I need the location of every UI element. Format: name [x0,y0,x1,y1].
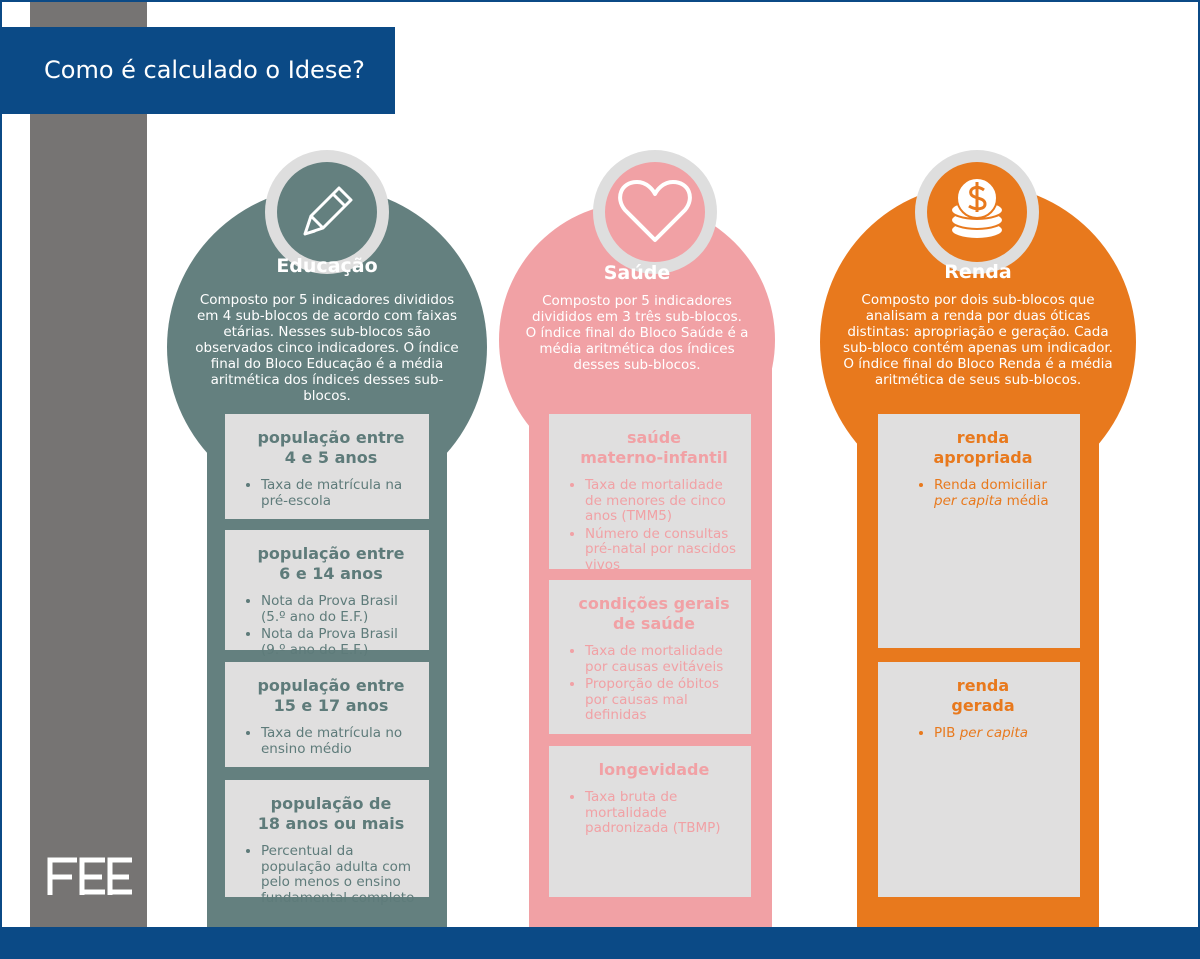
subblock-title: longevidade [598,760,710,779]
subblock: condições gerais de saúde Taxa de mortali… [549,580,751,734]
heart [618,180,692,242]
indicator-list: Taxa bruta de mortalidade padronizada (T… [567,789,741,837]
subblock-title: saúde materno-infantil [580,428,728,467]
indicator: Renda domiciliar per capita média [934,477,1070,509]
bottom-bar [2,927,1198,957]
subblock: saúde materno-infantil Taxa de mortalidad… [549,414,751,572]
subblock: renda apropriada Renda domiciliar per cap… [878,414,1080,648]
block-name: Educação [276,255,378,277]
indicator: Taxa de mortalidade de menores de cinco … [585,477,741,525]
block-description: Composto por 5 indicadores divididos em … [192,292,462,404]
block-icon [265,150,389,274]
dollar [968,182,987,212]
block-description: Composto por dois sub-blocos que analisa… [843,292,1113,388]
block-icon [915,150,1039,274]
indicator: Nota da Prova Brasil (5.º ano do E.F.) [261,593,419,625]
subblock: longevidade Taxa bruta de mortalidade pad… [549,746,751,897]
block-name: Saúde [603,262,671,284]
indicator-list: PIB per capita [896,725,1070,742]
page-title: Como é calculado o Idese? [2,27,395,114]
indicator-list: Renda domiciliar per capita média [896,477,1070,509]
block-description: Composto por 5 indicadores divididos em … [517,293,757,373]
subblock-title: condições gerais de saúde [578,594,730,633]
block-icon [593,150,717,274]
subblock: renda gerada PIB per capita [878,662,1080,897]
indicator: Número de consultas pré-natal por nascid… [585,526,741,574]
indicator: Taxa de matrícula na pré-escola [261,477,419,509]
description-paragraph: Composto por 5 indicadores divididos em … [532,293,742,325]
subblock-title: renda apropriada [933,428,1033,467]
subblock: população de 18 anos ou mais Percentual d… [225,780,429,905]
indicator-list: Percentual da população adulta com pelo … [243,843,419,906]
indicator: Proporção de óbitos por causas mal defin… [585,676,741,724]
subblock-title: população de 18 anos ou mais [257,794,405,833]
description-paragraph: Composto por dois sub-blocos que analisa… [843,292,1113,388]
indicator-list: Taxa de matrícula no ensino médio [243,725,419,757]
pencil [303,186,353,236]
indicator-list: Nota da Prova Brasil (5.º ano do E.F.)No… [243,593,419,658]
description-paragraph: O índice final do Bloco Saúde é a média … [525,325,749,373]
indicator-list: Taxa de mortalidade por causas evitáveis… [567,643,741,724]
subblock-title: população entre 4 e 5 anos [257,428,405,467]
description-paragraph: Composto por 5 indicadores divididos em … [195,292,459,404]
side-bar [30,2,147,927]
indicator: Percentual da população adulta com pelo … [261,843,419,906]
indicator: Taxa de mortalidade por causas evitáveis [585,643,741,675]
indicator-list: Taxa de matrícula na pré-escola [243,477,419,509]
indicator: PIB per capita [934,725,1070,742]
subblock: população entre 6 e 14 anos Nota da Prova… [225,530,429,657]
logo [47,857,132,895]
indicator: Taxa bruta de mortalidade padronizada (T… [585,789,741,837]
subblock-title: renda gerada [951,676,1015,715]
icon-disc [277,162,377,262]
subblock-title: população entre 6 e 14 anos [257,544,405,583]
subblock: população entre 4 e 5 anos Taxa de matríc… [225,414,429,519]
subblock-title: população entre 15 e 17 anos [257,676,405,715]
indicator-list: Taxa de mortalidade de menores de cinco … [567,477,741,574]
block-name: Renda [944,261,1012,283]
indicator: Nota da Prova Brasil (9.º ano do E.F.) [261,626,419,658]
icon-disc [605,162,705,262]
indicator: Taxa de matrícula no ensino médio [261,725,419,757]
subblock: população entre 15 e 17 anos Taxa de matr… [225,662,429,767]
